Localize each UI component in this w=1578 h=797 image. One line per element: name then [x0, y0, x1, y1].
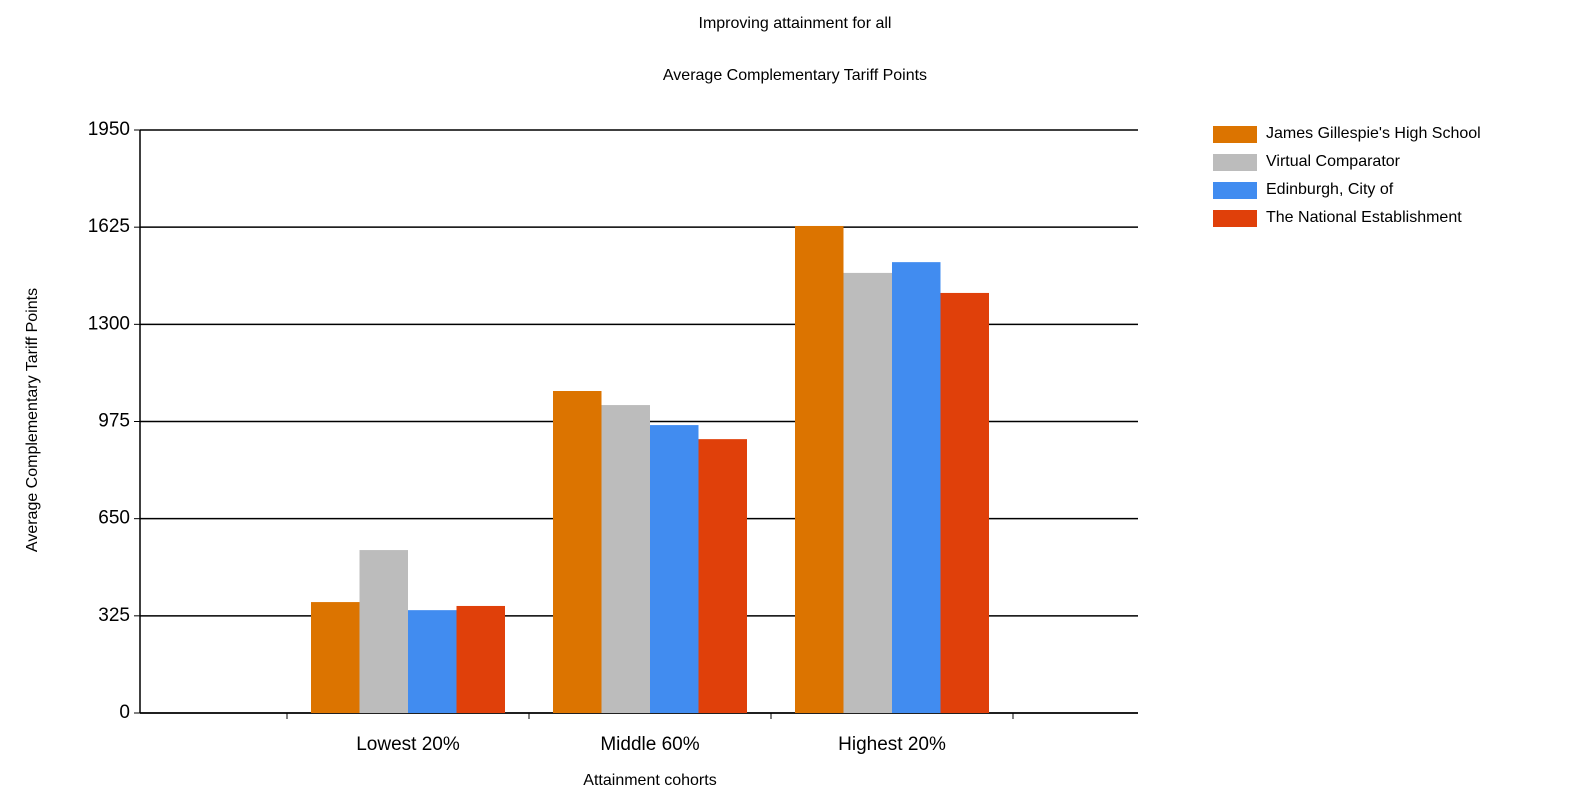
- legend-label: Edinburgh, City of: [1266, 181, 1394, 198]
- y-tick-label: 1625: [88, 216, 130, 237]
- x-tick-label: Middle 60%: [600, 734, 699, 755]
- x-axis-title: Attainment cohorts: [583, 772, 716, 789]
- bar: [843, 272, 892, 713]
- x-tick-label: Lowest 20%: [356, 734, 460, 755]
- legend-swatch: [1213, 154, 1257, 171]
- y-tick-label: 1300: [88, 313, 130, 334]
- x-tick-label: Highest 20%: [838, 734, 946, 755]
- y-tick-label: 975: [98, 411, 130, 432]
- chart-subtitle: Average Complementary Tariff Points: [663, 67, 927, 84]
- chart-title: Improving attainment for all: [699, 15, 892, 32]
- y-axis-title: Average Complementary Tariff Points: [24, 288, 41, 552]
- legend-swatch: [1213, 126, 1257, 143]
- legend-label: James Gillespie's High School: [1266, 125, 1481, 142]
- bar: [553, 391, 602, 713]
- legend-swatch: [1213, 210, 1257, 227]
- bar: [650, 425, 699, 713]
- legend-label: The National Establishment: [1266, 209, 1462, 226]
- bar: [408, 610, 457, 713]
- y-tick-label: 1950: [88, 119, 130, 140]
- y-tick-label: 0: [119, 702, 130, 723]
- bar: [698, 439, 747, 713]
- bar: [359, 550, 408, 713]
- bar: [601, 405, 650, 713]
- legend-label: Virtual Comparator: [1266, 153, 1401, 170]
- y-tick-label: 325: [98, 605, 130, 626]
- bar: [456, 605, 505, 713]
- legend-swatch: [1213, 182, 1257, 199]
- bar: [940, 292, 989, 713]
- bar: [892, 262, 941, 713]
- y-tick-label: 650: [98, 508, 130, 529]
- bar: [795, 225, 844, 713]
- bar: [311, 602, 360, 713]
